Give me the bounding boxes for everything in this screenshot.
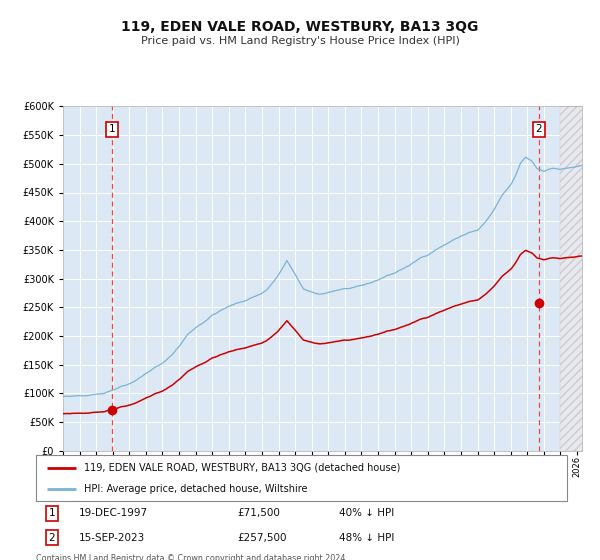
Text: 119, EDEN VALE ROAD, WESTBURY, BA13 3QG (detached house): 119, EDEN VALE ROAD, WESTBURY, BA13 3QG … — [84, 463, 400, 473]
Text: 15-SEP-2023: 15-SEP-2023 — [79, 533, 145, 543]
Text: 48% ↓ HPI: 48% ↓ HPI — [338, 533, 394, 543]
Text: £71,500: £71,500 — [238, 508, 281, 519]
Text: Price paid vs. HM Land Registry's House Price Index (HPI): Price paid vs. HM Land Registry's House … — [140, 36, 460, 46]
Text: 119, EDEN VALE ROAD, WESTBURY, BA13 3QG: 119, EDEN VALE ROAD, WESTBURY, BA13 3QG — [121, 20, 479, 34]
Text: 2: 2 — [536, 124, 542, 134]
Text: Contains HM Land Registry data © Crown copyright and database right 2024.
This d: Contains HM Land Registry data © Crown c… — [36, 554, 348, 560]
Text: HPI: Average price, detached house, Wiltshire: HPI: Average price, detached house, Wilt… — [84, 484, 307, 494]
Text: 1: 1 — [49, 508, 55, 519]
FancyBboxPatch shape — [36, 455, 567, 501]
Bar — [560, 106, 590, 451]
Text: 40% ↓ HPI: 40% ↓ HPI — [338, 508, 394, 519]
Text: 19-DEC-1997: 19-DEC-1997 — [79, 508, 148, 519]
Text: 2: 2 — [49, 533, 55, 543]
Text: £257,500: £257,500 — [238, 533, 287, 543]
Text: 1: 1 — [109, 124, 115, 134]
